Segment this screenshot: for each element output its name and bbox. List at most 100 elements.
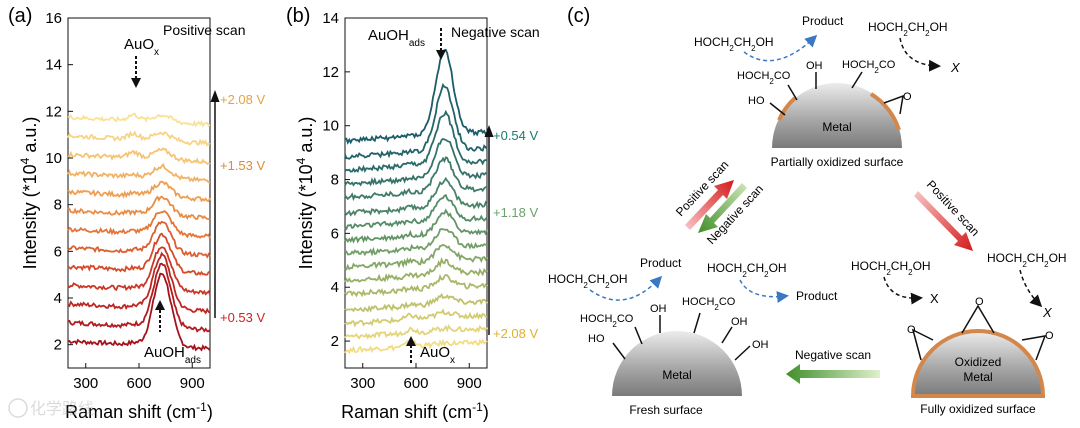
- a-ytick-label-4: 10: [45, 150, 62, 167]
- positive-scan-arrow-diag: [914, 191, 973, 251]
- b-spectrum-9: [344, 193, 488, 231]
- b-spectrum-2: [344, 308, 488, 328]
- panel-b: (b) 2 4 6 8 10 12 14 300 600 900 Intensity (*104…: [286, 5, 540, 422]
- fully-black-arrow-right: [1019, 269, 1043, 308]
- b-spectrum-3: [344, 292, 488, 313]
- top-left-transitions: Positive scan Negative scan: [673, 158, 766, 247]
- b-xtick-label-1: 600: [403, 375, 428, 392]
- panel-b-top-arrowhead: [436, 50, 446, 60]
- a-spectrum-3: [67, 246, 211, 296]
- o-label-left: O: [907, 324, 916, 336]
- b-xtick-label-2: 900: [457, 375, 482, 392]
- panel-b-potential-bottom: +2.08 V: [493, 326, 539, 341]
- x-mark-fully-right: X: [1042, 305, 1053, 320]
- b-spectrum-12: [344, 137, 488, 187]
- panel-b-y-axis-title: Intensity (*104 a.u.): [294, 117, 316, 270]
- hoch2co-label-fresh-1: HOCH2CO: [580, 313, 634, 329]
- partial-oxide-patch-right: [869, 92, 901, 131]
- panel-b-label: (b): [286, 5, 310, 27]
- b-ytick-label-6: 14: [322, 10, 339, 27]
- panel-b-x-ticks: 300 600 900: [350, 363, 482, 392]
- a-xtick-label-0: 300: [73, 375, 98, 392]
- a-spectrum-1: [67, 262, 211, 333]
- panel-a-top-arrowhead: [131, 78, 141, 88]
- panel-a: (a) 2 4 6 8 10 12 14 16 300 600 900 Intensity (*1…: [8, 5, 266, 422]
- b-spectrum-4: [344, 273, 488, 298]
- panel-a-potential-arrowhead: [210, 90, 220, 102]
- a-spectrum-10: [67, 147, 211, 166]
- panel-a-x-ticks: 300 600 900: [73, 363, 205, 392]
- a-spectrum-2: [67, 251, 211, 315]
- b-ytick-label-4: 10: [322, 118, 339, 135]
- b-ytick-label-1: 4: [331, 279, 339, 296]
- partial-oxide-patch-left: [777, 96, 797, 121]
- hoch2co-label-1: HOCH2CO: [737, 70, 791, 86]
- b-ytick-label-5: 12: [322, 64, 339, 81]
- ethylene-glycol-fresh-right: HOCH2CH2OH: [707, 261, 787, 279]
- bridging-oxygen-top: [883, 94, 904, 115]
- a-spectrum-7: [67, 195, 211, 220]
- o-label-top-fully: O: [975, 296, 984, 308]
- b-spectrum-6: [344, 243, 488, 271]
- panel-a-peak-bottom-label: AuOHads: [144, 344, 201, 366]
- b-spectrum-0: [344, 338, 488, 355]
- fully-oxidized-metal: [910, 329, 1046, 398]
- panel-a-label: (a): [8, 5, 32, 27]
- o-label-right: O: [1045, 330, 1054, 342]
- panel-a-peak-top-label: AuOx: [124, 36, 159, 58]
- a-ytick-label-3: 8: [54, 197, 62, 214]
- panel-a-potential-bottom: +0.53 V: [220, 310, 266, 325]
- a-spectrum-4: [67, 232, 210, 276]
- a-ytick-label-5: 12: [45, 103, 62, 120]
- ethylene-glycol-fully-right: HOCH2CH2OH: [987, 251, 1067, 269]
- a-spectrum-9: [67, 162, 210, 184]
- a-ytick-label-6: 14: [45, 57, 62, 74]
- top-blue-arrow: [743, 34, 818, 62]
- ho-label-fresh: HO: [588, 333, 605, 345]
- x-mark-fully-left: X: [930, 291, 939, 306]
- panel-b-potential-arrowhead: [484, 125, 494, 137]
- watermark-icon: [8, 398, 28, 418]
- a-ytick-label-2: 6: [54, 243, 62, 260]
- fresh-metal: [612, 331, 742, 396]
- a-spectrum-8: [67, 180, 211, 203]
- oh-label-fresh-2: OH: [731, 316, 748, 328]
- partially-metal-label: Metal: [822, 120, 851, 134]
- partially-oxidized-label: Partially oxidized surface: [771, 155, 904, 169]
- a-xtick-label-2: 900: [180, 375, 205, 392]
- panel-b-potential-top: +0.54 V: [493, 128, 539, 143]
- bond-oh-fresh-2: [721, 326, 733, 344]
- product-label-top: Product: [802, 14, 844, 28]
- fully-oxidized-label: Fully oxidized surface: [920, 402, 1036, 416]
- a-spectrum-12: [67, 112, 211, 128]
- panel-b-y-ticks: 2 4 6 8 10 12 14: [322, 10, 350, 350]
- a-spectrum-0: [67, 272, 211, 352]
- panel-a-y-ticks: 2 4 6 8 10 12 14 16: [45, 10, 73, 354]
- ho-label: HO: [748, 95, 765, 107]
- panel-a-scan-label: Positive scan: [163, 22, 245, 38]
- bridging-oxygen-top-fully: [961, 304, 995, 334]
- panel-b-bottom-arrowhead: [406, 336, 416, 346]
- ethylene-glycol-top-right: HOCH2CH2OH: [868, 20, 948, 38]
- bond-ho-fresh: [612, 342, 626, 360]
- b-spectrum-11: [344, 156, 488, 202]
- b-spectrum-5: [344, 256, 488, 283]
- product-label-fresh-left: Product: [640, 256, 682, 270]
- panel-a-spectra: [67, 112, 211, 352]
- a-spectrum-11: [67, 130, 211, 147]
- panel-a-y-axis-title: Intensity (*104 a.u.): [18, 117, 40, 270]
- oh-label-top: OH: [806, 60, 823, 72]
- bond-ho-left: [769, 102, 786, 116]
- oh-label-fresh: OH: [650, 303, 667, 315]
- o-label-top: O: [903, 91, 912, 103]
- fresh-surface-cluster: Metal Fresh surface HO HOCH2CO OH HOCH2C…: [548, 256, 838, 417]
- b-ytick-label-3: 8: [331, 172, 339, 189]
- panel-a-x-axis-title: Raman shift (cm-1): [65, 400, 213, 422]
- positive-scan-arrow-up: [685, 180, 734, 230]
- panel-a-bottom-arrowhead: [155, 300, 165, 310]
- bond-oh-fresh-3: [734, 345, 751, 361]
- hoch2co-label-fresh-2: HOCH2CO: [682, 296, 736, 312]
- b-spectrum-7: [344, 228, 488, 257]
- negative-scan-arrow-down: [698, 183, 747, 233]
- fresh-blue-arrow-right: [739, 279, 789, 303]
